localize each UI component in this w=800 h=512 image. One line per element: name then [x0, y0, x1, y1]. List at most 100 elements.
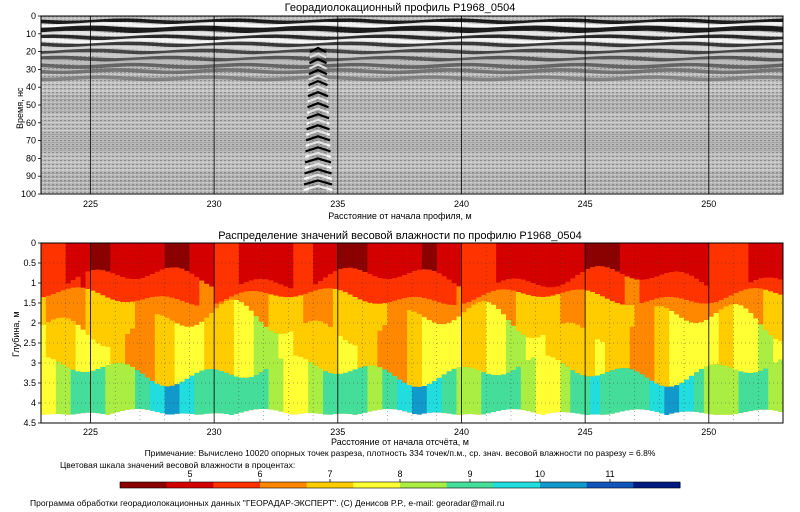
moisture-cell	[412, 243, 418, 272]
moisture-cell	[412, 296, 418, 312]
moisture-cell	[555, 325, 561, 360]
moisture-cell	[238, 284, 245, 293]
below-profile	[90, 412, 96, 423]
below-profile	[575, 413, 581, 423]
moisture-cell	[723, 292, 729, 298]
moisture-cell	[204, 283, 210, 306]
moisture-cell	[545, 243, 551, 288]
below-profile	[60, 414, 67, 423]
moisture-cell	[436, 377, 442, 413]
moisture-cell	[154, 383, 161, 413]
moisture-cell	[184, 302, 190, 327]
below-profile	[372, 410, 378, 423]
moisture-cell	[595, 266, 601, 294]
moisture-cell	[515, 330, 522, 367]
moisture-cell	[377, 278, 383, 304]
moisture-cell	[713, 302, 719, 314]
y-tick-label: 3.5	[23, 378, 36, 388]
x-tick-label: 250	[701, 427, 716, 437]
moisture-cell	[629, 326, 635, 370]
moisture-cell	[238, 302, 245, 378]
moisture-cell	[501, 289, 507, 315]
moisture-cell	[372, 365, 378, 411]
moisture-cell	[337, 335, 344, 374]
moisture-cell	[278, 334, 284, 359]
below-profile	[595, 414, 601, 423]
moisture-cell	[248, 280, 255, 291]
moisture-cell	[164, 243, 170, 269]
moisture-cell	[481, 243, 487, 290]
moisture-cell	[773, 362, 779, 411]
moisture-cell	[431, 271, 438, 301]
radargram-xlabel: Расстояние от начала профиля, м	[328, 211, 472, 221]
moisture-cell	[570, 370, 576, 413]
moisture-cell	[263, 279, 269, 293]
below-profile	[763, 409, 769, 423]
moisture-cell	[753, 318, 759, 373]
moisture-cell	[55, 289, 62, 293]
below-profile	[120, 411, 126, 423]
moisture-cell	[219, 304, 225, 371]
moisture-cell	[337, 373, 344, 414]
moisture-cell	[327, 288, 334, 327]
moisture-cell	[41, 290, 47, 298]
below-profile	[332, 414, 339, 423]
moisture-cell	[224, 289, 230, 300]
moisture-cell	[125, 243, 131, 279]
moisture-cell	[456, 243, 462, 287]
moisture-cell	[357, 345, 363, 368]
moisture-cell	[466, 308, 472, 368]
moisture-cell	[189, 326, 195, 376]
moisture-cell	[604, 298, 611, 344]
moisture-cell	[426, 320, 433, 384]
moisture-cell	[80, 287, 86, 330]
moisture-cell	[486, 302, 492, 374]
moisture-cell	[659, 306, 665, 386]
moisture-cell	[441, 374, 447, 414]
moisture-cell	[219, 243, 225, 290]
moisture-cell	[347, 371, 353, 415]
below-profile	[654, 412, 660, 423]
moisture-cell	[229, 243, 235, 288]
moisture-cell	[219, 289, 225, 302]
moisture-cell	[491, 243, 497, 286]
moisture-cell	[525, 360, 532, 412]
moisture-cell	[575, 243, 581, 276]
moisture-cell	[743, 372, 749, 412]
moisture-cell	[149, 381, 156, 411]
below-profile	[253, 409, 259, 423]
moisture-cell	[664, 297, 670, 309]
moisture-cell	[421, 243, 428, 270]
moisture-cell	[436, 243, 442, 274]
moisture-cell	[412, 311, 418, 387]
moisture-cell	[565, 322, 571, 367]
below-profile	[694, 412, 700, 423]
moisture-cell	[510, 278, 517, 291]
below-profile	[303, 413, 309, 423]
below-profile	[689, 411, 695, 423]
moisture-cell	[342, 243, 348, 268]
moisture-cell	[80, 329, 86, 373]
moisture-cell	[347, 294, 353, 344]
moisture-cell	[728, 304, 734, 368]
moisture-cell	[402, 382, 408, 412]
moisture-cell	[337, 269, 344, 291]
reflection-band	[41, 55, 783, 62]
moisture-cell	[263, 326, 269, 369]
moisture-cell	[718, 243, 724, 292]
moisture-cell	[664, 243, 670, 274]
moisture-cell	[624, 332, 630, 369]
below-profile	[209, 413, 215, 423]
moisture-cell	[174, 299, 180, 324]
moisture-cell	[90, 370, 96, 413]
moisture-cell	[654, 298, 660, 307]
below-profile	[466, 414, 472, 423]
below-profile	[229, 415, 235, 423]
x-tick-label: 240	[454, 199, 469, 209]
moisture-cell	[416, 243, 423, 270]
moisture-cell	[550, 243, 556, 288]
below-profile	[258, 409, 264, 423]
moisture-cell	[659, 385, 665, 414]
moisture-cell	[441, 243, 447, 277]
moisture-cell	[105, 297, 111, 347]
